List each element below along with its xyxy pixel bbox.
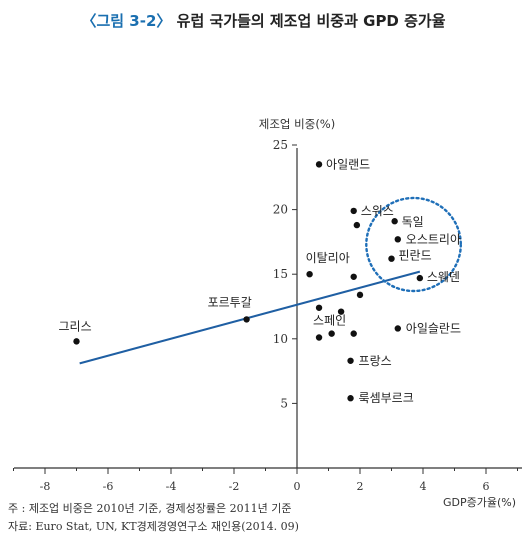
title-text: 유럽 국가들의 제조업 비중과 GPD 증가율 bbox=[176, 12, 446, 30]
y-tick-label: 20 bbox=[273, 203, 288, 217]
x-tick-label: -2 bbox=[229, 480, 240, 493]
data-point bbox=[73, 338, 80, 345]
point-label: 그리스 bbox=[59, 319, 92, 333]
x-tick-label: -8 bbox=[40, 480, 51, 493]
data-point bbox=[347, 357, 354, 364]
y-tick-label: 15 bbox=[273, 267, 288, 281]
point-label: 스위스 bbox=[361, 204, 394, 218]
data-point bbox=[356, 291, 364, 299]
x-tick-label: -4 bbox=[166, 480, 177, 493]
data-point bbox=[328, 330, 335, 337]
trend-line bbox=[79, 270, 421, 365]
chart-title: 〈그림 3-2〉 유럽 국가들의 제조업 비중과 GPD 증가율 bbox=[0, 10, 527, 31]
point-label: 포르투갈 bbox=[208, 295, 252, 309]
x-tick-label: 4 bbox=[420, 480, 427, 493]
point-label: 아일랜드 bbox=[326, 157, 370, 171]
x-tick-label: 6 bbox=[483, 480, 490, 493]
point-label: 독일 bbox=[402, 215, 424, 229]
y-tick-label: 5 bbox=[280, 396, 288, 410]
data-point bbox=[315, 304, 323, 311]
highlight-ellipse bbox=[365, 196, 462, 293]
x-tick-label: 0 bbox=[294, 480, 301, 493]
data-point bbox=[388, 255, 395, 262]
y-tick-label: 10 bbox=[273, 332, 288, 346]
figure-label: 〈그림 3-2〉 bbox=[81, 12, 172, 30]
data-point bbox=[350, 273, 357, 280]
data-point bbox=[394, 236, 401, 243]
data-point bbox=[350, 207, 357, 215]
y-tick-label: 25 bbox=[273, 138, 288, 152]
data-point bbox=[306, 271, 313, 278]
data-point bbox=[243, 316, 250, 323]
data-point bbox=[315, 161, 323, 168]
point-label: 룩셈부르크 bbox=[359, 391, 414, 405]
x-axis-label: GDP증가율(%) bbox=[443, 496, 516, 509]
point-label: 스웨덴 bbox=[427, 270, 460, 284]
data-point bbox=[347, 395, 354, 402]
point-label: 아일슬란드 bbox=[406, 321, 461, 335]
x-tick-label: -6 bbox=[103, 480, 114, 493]
point-label: 오스트리아 bbox=[406, 232, 461, 246]
data-point bbox=[315, 334, 323, 341]
data-point bbox=[391, 218, 398, 225]
data-point bbox=[394, 325, 401, 332]
data-point bbox=[353, 221, 361, 229]
note-basis: 주 : 제조업 비중은 2010년 기준, 경제성장률은 2011년 기준 bbox=[8, 502, 292, 515]
y-axis-label: 제조업 비중(%) bbox=[259, 117, 335, 131]
point-label: 스페인 bbox=[313, 314, 346, 328]
data-point bbox=[350, 330, 357, 337]
note-source: 자료: Euro Stat, UN, KT경제경영연구소 재인용(2014. 0… bbox=[8, 520, 299, 533]
point-label: 이탈리아 bbox=[306, 251, 350, 265]
point-label: 프랑스 bbox=[359, 354, 392, 368]
point-label: 핀란드 bbox=[399, 249, 432, 263]
data-point bbox=[416, 274, 424, 282]
x-tick-label: 2 bbox=[357, 480, 364, 493]
data-point bbox=[337, 308, 345, 315]
